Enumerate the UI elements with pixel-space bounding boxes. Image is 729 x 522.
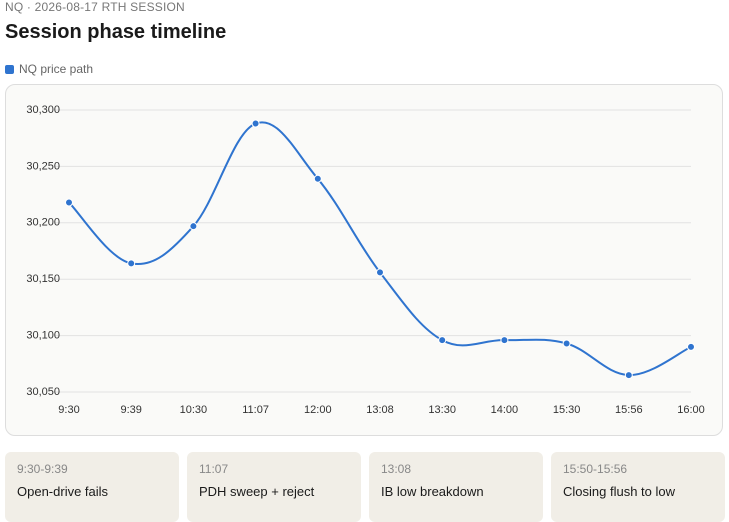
phase-card: 11:07 PDH sweep + reject <box>187 452 361 522</box>
y-tick-label: 30,100 <box>26 330 60 342</box>
y-tick-label: 30,300 <box>26 104 60 116</box>
phase-time: 9:30-9:39 <box>17 462 68 476</box>
x-tick-label: 11:07 <box>242 404 269 416</box>
phase-label: PDH sweep + reject <box>199 484 315 499</box>
price-point <box>438 336 447 345</box>
price-point <box>376 268 384 277</box>
phase-time: 11:07 <box>199 462 229 476</box>
chart-title: Session phase timeline <box>5 21 227 43</box>
price-point <box>65 198 73 207</box>
x-tick-label: 14:00 <box>491 404 519 416</box>
phase-label: Open-drive fails <box>17 484 109 499</box>
chart-card <box>5 84 723 436</box>
price-point <box>189 222 198 231</box>
price-point <box>562 339 571 348</box>
x-tick-label: 15:30 <box>553 404 581 416</box>
phase-time: 13:08 <box>381 462 412 476</box>
price-point <box>313 174 322 183</box>
y-tick-label: 30,250 <box>26 160 60 172</box>
y-tick-label: 30,050 <box>26 386 60 398</box>
eyebrow: NQ · 2026-08-17 RTH SESSION <box>5 0 185 14</box>
price-point <box>624 371 633 380</box>
y-tick-label: 30,200 <box>26 217 60 229</box>
x-tick-label: 13:08 <box>366 404 394 416</box>
x-tick-label: 9:30 <box>58 404 79 416</box>
chart: 30,050 30,100 30,150 30,200 30,250 30,300 9:30… <box>26 104 705 416</box>
legend-swatch <box>5 64 14 74</box>
legend: NQ price path <box>5 62 93 76</box>
price-line <box>68 121 692 377</box>
page: NQ · 2026-08-17 RTH SESSION Session phas… <box>5 0 725 522</box>
phase-time: 15:50-15:56 <box>563 462 628 476</box>
price-point <box>251 119 260 128</box>
x-tick-label: 9:39 <box>120 404 141 416</box>
legend-label: NQ price path <box>19 62 94 76</box>
phase-card: 9:30-9:39 Open-drive fails <box>5 452 179 522</box>
x-tick-label: 16:00 <box>677 404 705 416</box>
price-point <box>500 336 509 345</box>
x-tick-label: 12:00 <box>304 404 332 416</box>
phase-label: IB low breakdown <box>381 484 484 499</box>
x-tick-label: 13:30 <box>428 404 456 416</box>
y-tick-label: 30,150 <box>26 273 60 285</box>
phases: 9:30-9:39 Open-drive fails 11:07 PDH sweep… <box>5 452 725 522</box>
phase-label: Closing flush to low <box>563 484 675 499</box>
price-point <box>687 342 695 351</box>
x-tick-label: 15:56 <box>615 404 643 416</box>
phase-card: 15:50-15:56 Closing flush to low <box>551 452 725 522</box>
price-point <box>127 259 136 268</box>
x-tick-label: 10:30 <box>180 404 208 416</box>
phase-card: 13:08 IB low breakdown <box>369 452 543 522</box>
